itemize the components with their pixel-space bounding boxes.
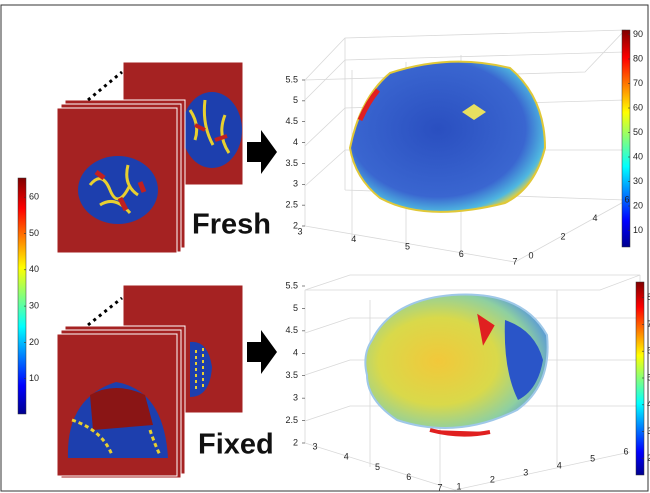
tick-label: 3: [293, 179, 298, 189]
tick-label: 4: [293, 137, 298, 147]
arrow: [247, 130, 277, 174]
tick-label: 5: [590, 453, 595, 463]
tick-label: 0: [528, 250, 533, 260]
tick-label: 3: [523, 467, 528, 477]
tick-label: 2.5: [285, 415, 298, 425]
tick-label: 5.5: [285, 74, 298, 84]
colorbar: [622, 30, 630, 247]
tick-label: 3.5: [285, 158, 298, 168]
panel-label: Fixed: [198, 429, 274, 461]
tick-label: 4.5: [285, 325, 298, 335]
tick-label: 7: [437, 482, 442, 492]
tick-label: 2.5: [285, 200, 298, 210]
tick-label: 5: [405, 241, 410, 251]
plot-box: [305, 30, 627, 262]
tick-label: 10: [29, 373, 39, 383]
tick-label: 4: [592, 213, 597, 223]
tick-label: 20: [29, 337, 39, 347]
tick-label: 4: [557, 460, 562, 470]
arrow: [247, 330, 277, 374]
tick-label: 6: [623, 446, 628, 456]
tick-label: 50: [633, 127, 643, 137]
tick-label: 40: [633, 151, 643, 161]
tick-label: 70: [633, 78, 643, 88]
tick-label: 4: [344, 452, 349, 462]
colorbar: [636, 282, 644, 475]
tick-label: 40: [29, 264, 39, 274]
tick-label: 6: [459, 249, 464, 259]
tick-label: 80: [633, 53, 643, 63]
tick-label: 5.5: [285, 280, 298, 290]
figure: Fresh Fixed 1020304050601020304050607080…: [0, 0, 650, 493]
tick-label: 3: [293, 393, 298, 403]
tick-label: 30: [633, 176, 643, 186]
tick-label: 3.5: [285, 370, 298, 380]
tick-label: 5: [375, 462, 380, 472]
tick-label: 60: [29, 192, 39, 202]
tick-label: 7: [512, 256, 517, 266]
tick-label: 6: [624, 194, 629, 204]
tick-label: 4: [293, 348, 298, 358]
tick-label: 2: [293, 437, 298, 447]
tick-label: 3: [312, 441, 317, 451]
panel-label: Fresh: [192, 209, 271, 241]
tick-label: 4.5: [285, 116, 298, 126]
surface: [350, 62, 545, 212]
tick-label: 30: [29, 300, 39, 310]
tick-label: 60: [633, 102, 643, 112]
page: {"left_colorbar": {"ticks": [10, 20, 30,…: [0, 0, 650, 493]
tick-label: 4: [351, 234, 356, 244]
tick-label: 50: [29, 228, 39, 238]
tick-label: 20: [633, 200, 643, 210]
tick-label: 2: [490, 474, 495, 484]
tick-label: 1: [456, 481, 461, 491]
tick-label: 3: [297, 226, 302, 236]
tick-label: 5: [293, 95, 298, 105]
tick-label: 10: [633, 225, 643, 235]
tick-label: 6: [406, 472, 411, 482]
tick-label: 5: [293, 303, 298, 313]
tick-label: 90: [633, 29, 643, 39]
tick-label: 2: [560, 232, 565, 242]
